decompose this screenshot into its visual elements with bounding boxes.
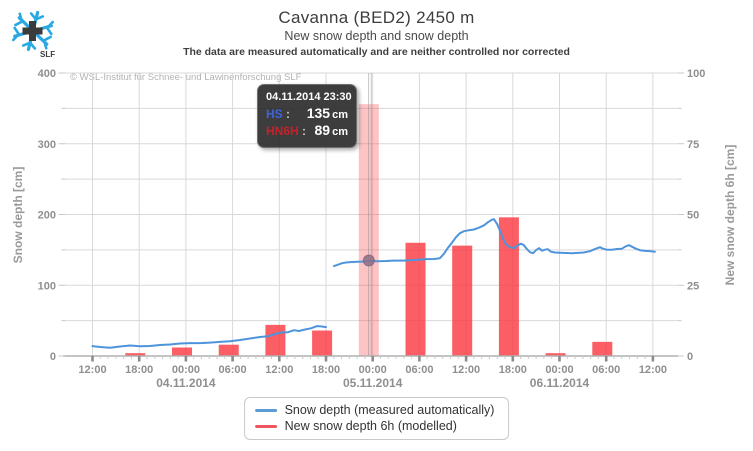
new-snow-bar[interactable] bbox=[592, 341, 613, 356]
x-tick-label: 06:00 bbox=[592, 364, 620, 376]
new-snow-bar[interactable] bbox=[312, 330, 333, 356]
left-axis-tick-label: 200 bbox=[38, 210, 56, 222]
x-tick-label: 18:00 bbox=[499, 364, 527, 376]
right-axis-tick-label: 25 bbox=[687, 280, 699, 292]
new-snow-bar[interactable] bbox=[218, 344, 239, 356]
right-axis-tick-label: 75 bbox=[687, 139, 699, 151]
snow-depth-series bbox=[91, 218, 656, 349]
x-tick-label: 12:00 bbox=[265, 364, 293, 376]
tooltip-datetime: 04.11.2014 23:30 bbox=[266, 91, 352, 103]
x-tick-label: 18:00 bbox=[312, 364, 340, 376]
right-axis-tick-label: 50 bbox=[687, 210, 699, 222]
x-date-label: 06.11.2014 bbox=[530, 376, 590, 390]
gridlines bbox=[63, 72, 678, 356]
legend: Snow depth (measured automatically) New … bbox=[243, 397, 510, 440]
x-tick-label: 06:00 bbox=[405, 364, 433, 376]
new-snow-bar[interactable] bbox=[405, 242, 426, 356]
tooltip-hn6h-value: 89 bbox=[314, 122, 331, 138]
tooltip-hn6h-unit: cm bbox=[332, 126, 348, 138]
left-axis-tick-label: 300 bbox=[38, 139, 56, 151]
new-snow-bar[interactable] bbox=[125, 353, 146, 356]
tooltip-hs-value: 135 bbox=[306, 105, 331, 121]
new-snow-bar[interactable] bbox=[265, 324, 286, 356]
left-axis-tick-label: 100 bbox=[38, 280, 56, 292]
legend-item-snow-depth[interactable]: Snow depth (measured automatically) bbox=[254, 402, 495, 418]
x-tick-label: 12:00 bbox=[452, 364, 480, 376]
tooltip-colon: : bbox=[298, 124, 307, 138]
page-title: Cavanna (BED2) 2450 m bbox=[278, 8, 475, 27]
snowflake-icon: SLF bbox=[11, 10, 55, 59]
new-snow-bar[interactable] bbox=[172, 347, 193, 356]
slf-logo: SLF bbox=[8, 6, 58, 60]
hover-highlight bbox=[358, 73, 379, 356]
snow-depth-line[interactable] bbox=[91, 325, 327, 349]
tooltip-hn6h-label: HN6H bbox=[266, 124, 299, 138]
x-date-label: 05.11.2014 bbox=[343, 376, 403, 390]
hover-point-marker[interactable] bbox=[362, 254, 375, 267]
tooltip-hs-unit: cm bbox=[332, 109, 348, 121]
tooltip-hs-label: HS bbox=[266, 107, 283, 121]
new-snow-bars bbox=[125, 217, 613, 356]
axes: 12:00 18:00 00:00 06:00 12:00 18:00 00:00 06:00… bbox=[38, 68, 706, 390]
snow-depth-line[interactable] bbox=[332, 218, 656, 268]
x-tick-label: 00:00 bbox=[172, 364, 200, 376]
legend-label: New snow depth 6h (modelled) bbox=[284, 419, 457, 433]
right-axis-tick-label: 0 bbox=[687, 351, 693, 363]
new-snow-bar-swatch bbox=[254, 424, 277, 428]
slf-logo-text: SLF bbox=[40, 50, 55, 59]
x-date-label: 04.11.2014 bbox=[156, 376, 216, 390]
x-tick-label: 00:00 bbox=[359, 364, 387, 376]
tooltip-hn6h-row: HN6H : 89 cm bbox=[266, 123, 348, 140]
x-tick-label: 06:00 bbox=[219, 364, 247, 376]
left-axis-tick-label: 0 bbox=[50, 351, 56, 363]
new-snow-bar[interactable] bbox=[498, 217, 519, 356]
tooltip-hs-row: HS : 135 cm bbox=[266, 106, 348, 123]
page-subtitle: New snow depth and snow depth bbox=[284, 29, 469, 43]
x-tick-label: 12:00 bbox=[78, 364, 106, 376]
x-tick-label: 00:00 bbox=[545, 364, 573, 376]
right-axis-tick-label: 100 bbox=[687, 68, 705, 80]
new-snow-bar[interactable] bbox=[545, 353, 566, 356]
new-snow-bar[interactable] bbox=[452, 245, 473, 356]
disclaimer-text: The data are measured automatically and … bbox=[183, 46, 570, 58]
tooltip-colon: : bbox=[282, 107, 291, 121]
left-axis-tick-label: 400 bbox=[38, 68, 56, 80]
hover-tooltip: 04.11.2014 23:30 HS : 135 cm HN6H : 89 c… bbox=[257, 84, 357, 148]
x-tick-label: 12:00 bbox=[639, 364, 667, 376]
legend-label: Snow depth (measured automatically) bbox=[284, 403, 495, 417]
legend-item-new-snow[interactable]: New snow depth 6h (modelled) bbox=[254, 418, 495, 434]
snow-depth-line-swatch bbox=[254, 408, 277, 412]
x-tick-label: 18:00 bbox=[125, 364, 153, 376]
